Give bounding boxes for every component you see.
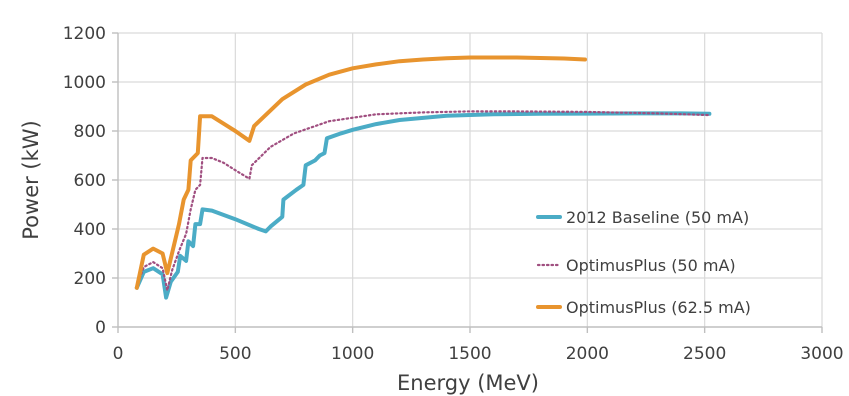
x-tick-label: 2500 <box>683 344 726 364</box>
y-tick-label: 1000 <box>63 73 106 93</box>
legend-label-3: OptimusPlus (62.5 mA) <box>566 298 751 317</box>
chart-series <box>134 55 712 300</box>
x-tick-label: 1000 <box>331 344 374 364</box>
chart-legend: 2012 Baseline (50 mA) OptimusPlus (50 mA)… <box>536 208 751 317</box>
y-axis-tick-labels: 0 200 400 600 800 1000 1200 <box>63 24 106 338</box>
y-axis-title: Power (kW) <box>19 120 43 239</box>
legend-label-1: 2012 Baseline (50 mA) <box>566 208 749 227</box>
x-tick-label: 3000 <box>800 344 843 364</box>
x-axis-title: Energy (MeV) <box>397 371 539 395</box>
series-line-3 <box>134 55 587 290</box>
y-tick-label: 600 <box>74 171 106 191</box>
x-tick-label: 2000 <box>566 344 609 364</box>
y-tick-label: 800 <box>74 122 106 142</box>
y-tick-label: 1200 <box>63 24 106 44</box>
x-tick-label: 0 <box>113 344 124 364</box>
chart-gridlines <box>118 32 823 327</box>
y-tick-label: 400 <box>74 220 106 240</box>
x-axis-tick-labels: 0 500 1000 1500 2000 2500 3000 <box>113 344 844 364</box>
legend-label-2: OptimusPlus (50 mA) <box>566 256 736 275</box>
chart-axes <box>112 32 823 333</box>
y-tick-label: 200 <box>74 269 106 289</box>
series-line-2 <box>135 110 711 292</box>
x-tick-label: 1500 <box>448 344 491 364</box>
y-tick-label: 0 <box>95 318 106 338</box>
x-tick-label: 500 <box>219 344 251 364</box>
series-line-1 <box>134 111 712 300</box>
